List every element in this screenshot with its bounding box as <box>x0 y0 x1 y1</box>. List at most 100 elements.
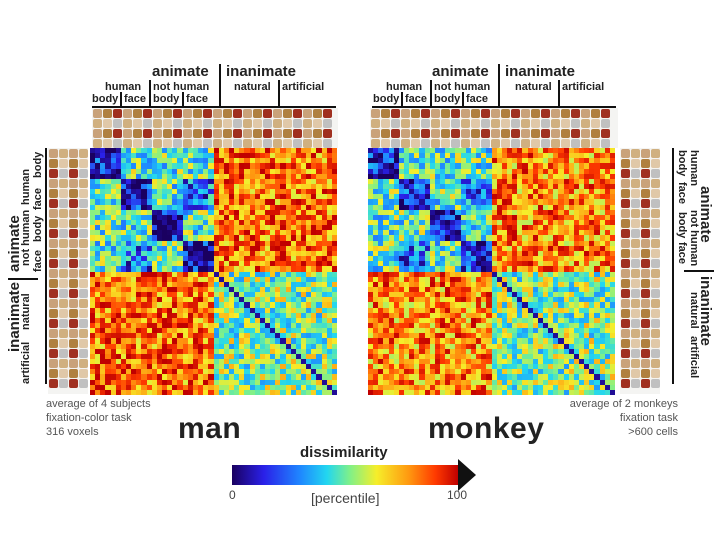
matrix-cell <box>259 235 265 241</box>
matrix-cell <box>182 292 188 298</box>
matrix-cell <box>295 333 301 339</box>
matrix-cell <box>522 199 528 205</box>
matrix-cell <box>162 261 168 267</box>
matrix-cell <box>445 364 451 370</box>
matrix-cell <box>254 250 260 257</box>
stimulus-thumbnail <box>183 129 192 138</box>
matrix-cell <box>213 148 219 154</box>
matrix-cell <box>476 353 482 359</box>
matrix-cell <box>285 348 291 354</box>
matrix-cell <box>558 369 564 375</box>
matrix-cell <box>537 153 543 159</box>
matrix-cell <box>373 261 379 267</box>
matrix-cell <box>110 240 116 246</box>
matrix-cell <box>110 209 116 215</box>
stimulus-thumbnail <box>283 129 292 138</box>
matrix-cell <box>419 220 425 226</box>
matrix-cell <box>295 338 301 344</box>
stimulus-thumbnail <box>113 139 122 148</box>
matrix-cell <box>239 297 245 303</box>
matrix-cell <box>568 168 574 174</box>
matrix-cell <box>398 358 405 365</box>
matrix-cell <box>156 178 163 185</box>
matrix-cell <box>542 199 549 205</box>
matrix-cell <box>259 189 265 195</box>
stimulus-thumbnail <box>511 109 520 118</box>
matrix-cell <box>192 173 199 179</box>
matrix-cell <box>234 374 240 380</box>
matrix-cell <box>249 266 255 272</box>
matrix-cell <box>599 307 605 313</box>
matrix-cell <box>259 276 265 282</box>
matrix-cell <box>450 364 456 370</box>
stimulus-thumbnail <box>431 109 440 118</box>
matrix-cell <box>414 184 420 190</box>
matrix-cell <box>558 256 564 262</box>
matrix-cell <box>270 261 276 267</box>
matrix-cell <box>368 220 374 226</box>
matrix-cell <box>522 297 528 303</box>
stimulus-thumbnail <box>561 129 570 138</box>
matrix-cell <box>429 374 435 380</box>
matrix-cell <box>522 266 528 272</box>
matrix-cell <box>445 353 451 359</box>
stimulus-thumbnail <box>531 119 540 128</box>
matrix-cell <box>573 225 579 231</box>
matrix-cell <box>506 379 513 385</box>
matrix-cell <box>388 158 394 164</box>
matrix-cell <box>100 292 106 298</box>
matrix-cell <box>563 266 569 272</box>
matrix-cell <box>398 307 405 313</box>
matrix-cell <box>404 312 410 318</box>
matrix-cell <box>187 338 193 344</box>
matrix-cell <box>306 220 312 226</box>
matrix-cell <box>594 184 600 190</box>
matrix-cell <box>537 328 543 334</box>
matrix-cell <box>388 204 394 210</box>
matrix-cell <box>429 148 435 154</box>
matrix-cell <box>496 209 502 215</box>
matrix-cell <box>501 333 507 339</box>
matrix-cell <box>316 292 322 298</box>
matrix-cell <box>419 369 425 375</box>
matrix-cell <box>151 358 157 365</box>
matrix-cell <box>167 209 173 215</box>
matrix-cell <box>445 297 451 303</box>
matrix-cell <box>280 271 286 277</box>
matrix-cell <box>398 261 405 267</box>
matrix-cell <box>398 369 405 375</box>
matrix-cell <box>172 204 178 210</box>
matrix-cell <box>465 225 471 231</box>
matrix-cell <box>429 266 435 272</box>
stimulus-thumbnail <box>69 219 78 228</box>
matrix-cell <box>151 148 157 154</box>
matrix-cell <box>223 297 229 303</box>
matrix-cell <box>553 199 559 205</box>
matrix-cell <box>156 261 163 267</box>
matrix-cell <box>558 178 564 185</box>
matrix-cell <box>424 343 430 349</box>
matrix-cell <box>264 302 271 308</box>
matrix-cell <box>198 204 204 210</box>
matrix-cell <box>424 178 430 185</box>
matrix-cell <box>270 328 276 334</box>
matrix-cell <box>568 358 574 365</box>
matrix-cell <box>270 214 276 221</box>
matrix-cell <box>218 281 224 287</box>
matrix-cell <box>105 209 111 215</box>
matrix-cell <box>465 230 471 236</box>
matrix-cell <box>95 328 101 334</box>
stimulus-thumbnail <box>621 299 630 308</box>
matrix-cell <box>388 173 394 179</box>
matrix-cell <box>275 317 281 323</box>
matrix-cell <box>228 220 235 226</box>
matrix-cell <box>542 317 549 323</box>
matrix-cell <box>146 153 152 159</box>
matrix-cell <box>568 230 574 236</box>
matrix-cell <box>126 369 132 375</box>
matrix-cell <box>331 369 337 375</box>
matrix-cell <box>295 271 301 277</box>
matrix-cell <box>259 348 265 354</box>
matrix-cell <box>378 178 384 185</box>
matrix-cell <box>455 266 461 272</box>
